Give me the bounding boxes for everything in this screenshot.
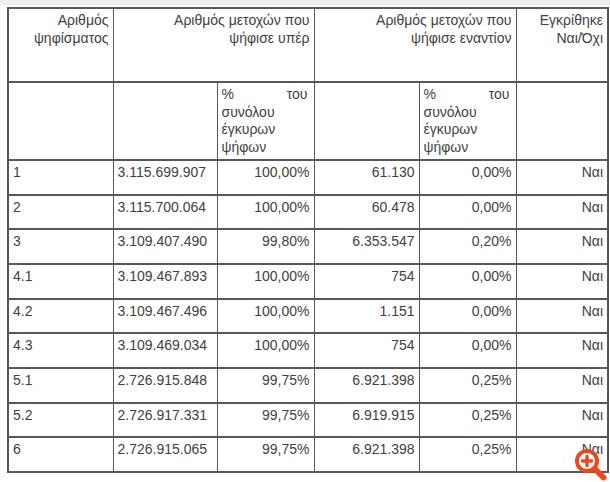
cell-pct-against: 0,25%	[419, 403, 516, 438]
empty-header-cell	[516, 82, 608, 160]
table-row: 1 3.115.699.907 100,00% 61.130 0,00% Ναι	[8, 160, 608, 195]
header-pct-valid-votes-against: % του συνόλου έγκυρων ψήφων	[419, 82, 516, 160]
cell-pct-against: 0,25%	[419, 368, 516, 403]
cell-resolution-number: 1	[8, 160, 113, 195]
cell-pct-against: 0,00%	[419, 195, 516, 230]
cell-pct-for: 100,00%	[217, 160, 314, 195]
cell-approved: Ναι	[516, 195, 608, 230]
header-approved-yes-no: Εγκρίθηκε Ναι/Όχι	[516, 8, 608, 82]
table-row: 5.2 2.726.917.331 99,75% 6.919.915 0,25%…	[8, 403, 608, 438]
cell-resolution-number: 2	[8, 195, 113, 230]
table-row: 3 3.109.407.490 99,80% 6.353.547 0,20% Ν…	[8, 229, 608, 264]
cell-shares-against: 754	[314, 333, 419, 368]
cell-shares-against: 1.151	[314, 299, 419, 334]
header-row-2: % του συνόλου έγκυρων ψήφων % του συνόλο…	[8, 82, 608, 160]
header-shares-voted-against: Αριθμός μετοχών που ψήφισε εναντίον	[314, 8, 516, 82]
cell-pct-against: 0,00%	[419, 333, 516, 368]
cell-shares-against: 6.353.547	[314, 229, 419, 264]
cell-pct-for: 100,00%	[217, 299, 314, 334]
cell-shares-for: 3.115.699.907	[113, 160, 217, 195]
cell-pct-against: 0,00%	[419, 299, 516, 334]
cell-resolution-number: 3	[8, 229, 113, 264]
cell-pct-against: 0,20%	[419, 229, 516, 264]
table-row: 5.1 2.726.915.848 99,75% 6.921.398 0,25%…	[8, 368, 608, 403]
cell-pct-for: 99,75%	[217, 437, 314, 472]
empty-header-cell	[314, 82, 419, 160]
cell-shares-for: 3.109.407.490	[113, 229, 217, 264]
cell-pct-for: 100,00%	[217, 333, 314, 368]
cell-pct-for: 99,75%	[217, 403, 314, 438]
header-shares-voted-for: Αριθμός μετοχών που ψήφισε υπέρ	[113, 8, 314, 82]
cell-approved: Ναι	[516, 229, 608, 264]
table-row: 4.1 3.109.467.893 100,00% 754 0,00% Ναι	[8, 264, 608, 299]
empty-header-cell	[113, 82, 217, 160]
zoom-in-icon[interactable]	[574, 448, 607, 481]
top-edge-band	[0, 0, 610, 5]
cell-pct-against: 0,00%	[419, 160, 516, 195]
empty-header-cell	[8, 82, 113, 160]
cell-shares-for: 3.109.467.893	[113, 264, 217, 299]
cell-resolution-number: 4.3	[8, 333, 113, 368]
cell-shares-for: 3.115.700.064	[113, 195, 217, 230]
cell-shares-against: 754	[314, 264, 419, 299]
voting-results-table: Αριθμός ψηφίσματος Αριθμός μετοχών που ψ…	[7, 7, 609, 473]
cell-resolution-number: 6	[8, 437, 113, 472]
cell-resolution-number: 4.1	[8, 264, 113, 299]
cell-resolution-number: 4.2	[8, 299, 113, 334]
cell-approved: Ναι	[516, 264, 608, 299]
cell-pct-for: 99,80%	[217, 229, 314, 264]
cell-shares-for: 3.109.467.496	[113, 299, 217, 334]
table-row: 4.2 3.109.467.496 100,00% 1.151 0,00% Να…	[8, 299, 608, 334]
header-resolution-number: Αριθμός ψηφίσματος	[8, 8, 113, 82]
cell-pct-against: 0,00%	[419, 264, 516, 299]
cell-pct-for: 100,00%	[217, 264, 314, 299]
cell-shares-for: 2.726.917.331	[113, 403, 217, 438]
table-row: 4.3 3.109.469.034 100,00% 754 0,00% Ναι	[8, 333, 608, 368]
cell-pct-against: 0,25%	[419, 437, 516, 472]
cell-approved: Ναι	[516, 333, 608, 368]
cell-approved: Ναι	[516, 368, 608, 403]
table-row: 2 3.115.700.064 100,00% 60.478 0,00% Ναι	[8, 195, 608, 230]
cell-shares-for: 2.726.915.848	[113, 368, 217, 403]
table-row: 6 2.726.915.065 99,75% 6.921.398 0,25% Ν…	[8, 437, 608, 472]
cell-shares-against: 6.921.398	[314, 368, 419, 403]
cell-shares-for: 3.109.469.034	[113, 333, 217, 368]
cell-approved: Ναι	[516, 299, 608, 334]
cell-pct-for: 99,75%	[217, 368, 314, 403]
cell-approved: Ναι	[516, 403, 608, 438]
cell-pct-for: 100,00%	[217, 195, 314, 230]
cell-resolution-number: 5.1	[8, 368, 113, 403]
header-row-1: Αριθμός ψηφίσματος Αριθμός μετοχών που ψ…	[8, 8, 608, 82]
cell-shares-against: 6.919.915	[314, 403, 419, 438]
cell-shares-against: 61.130	[314, 160, 419, 195]
cell-approved: Ναι	[516, 160, 608, 195]
cell-resolution-number: 5.2	[8, 403, 113, 438]
header-pct-valid-votes-for: % του συνόλου έγκυρων ψήφων	[217, 82, 314, 160]
cell-shares-for: 2.726.915.065	[113, 437, 217, 472]
cell-shares-against: 6.921.398	[314, 437, 419, 472]
cell-shares-against: 60.478	[314, 195, 419, 230]
